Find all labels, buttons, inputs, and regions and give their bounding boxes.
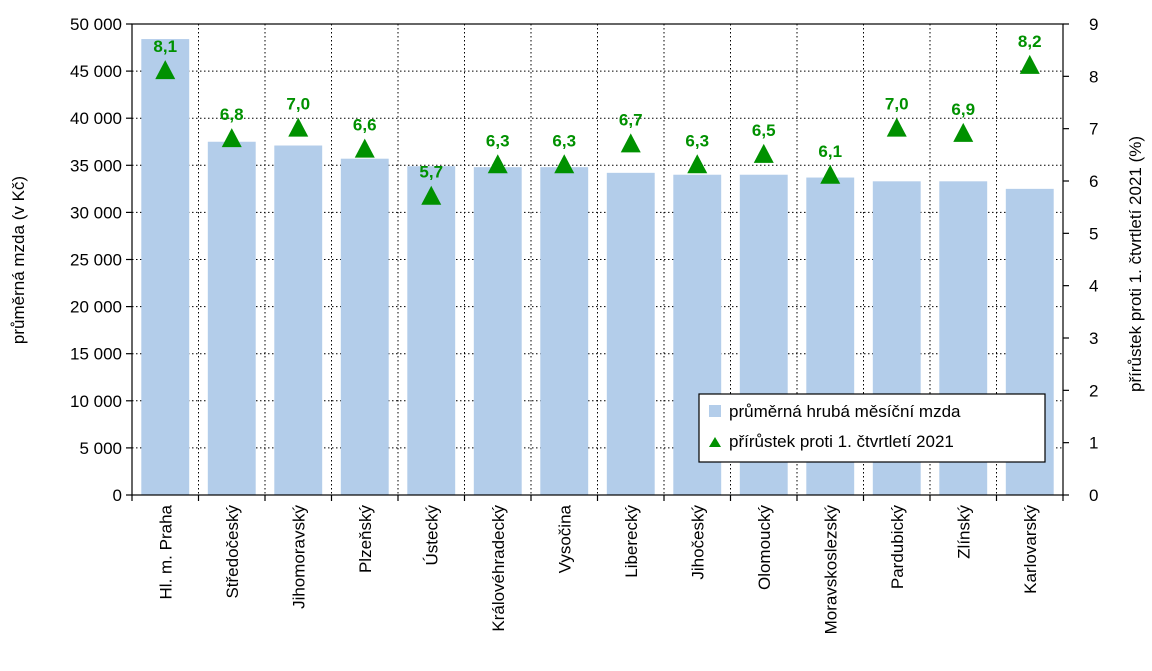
growth-data-label: 7,0 [885, 95, 909, 114]
growth-data-label: 6,3 [486, 131, 510, 150]
x-category-label: Vysočina [555, 504, 574, 573]
growth-data-label: 6,7 [619, 110, 643, 129]
x-category-label: Plzeňský [356, 505, 375, 574]
y-right-tick-label: 9 [1089, 15, 1098, 34]
y-left-tick-label: 45 000 [70, 62, 122, 81]
bar [207, 141, 256, 495]
y-right-tick-label: 1 [1089, 434, 1098, 453]
y-left-tick-label: 10 000 [70, 392, 122, 411]
growth-data-label: 5,7 [419, 163, 443, 182]
bar [340, 158, 389, 495]
growth-marker [886, 117, 907, 137]
y-left-tick-label: 15 000 [70, 345, 122, 364]
y-left-tick-label: 5 000 [79, 439, 122, 458]
y-left-tick-label: 30 000 [70, 203, 122, 222]
y-right-tick-label: 8 [1089, 67, 1098, 86]
y-right-tick-label: 4 [1089, 277, 1098, 296]
x-category-label: Liberecký [622, 505, 641, 578]
x-category-label: Zlínský [954, 505, 973, 559]
x-category-label: Středočeský [223, 505, 242, 599]
y-right-tick-label: 0 [1089, 486, 1098, 505]
y-left-tick-label: 0 [113, 486, 122, 505]
y-left-tick-label: 50 000 [70, 15, 122, 34]
data-labels-layer: 8,1 6,8 7,0 6,6 5,7 6,3 6,3 6,7 6,3 6,5 6,1 7,0 6,9 8… [153, 32, 1041, 182]
bar [606, 172, 655, 495]
legend-label-bar: průměrná hrubá měsíční mzda [729, 402, 961, 421]
y-axis-right-title: přírůstek proti 1. čtvrtletí 2021 (%) [1126, 136, 1145, 392]
growth-data-label: 6,8 [220, 105, 244, 124]
growth-marker [354, 138, 375, 158]
y-right-tick-label: 3 [1089, 329, 1098, 348]
bar [407, 166, 456, 495]
bar [274, 145, 323, 495]
y-right-tick-label: 7 [1089, 120, 1098, 139]
growth-marker [155, 60, 176, 80]
y-axis-left-title: průměrná mzda (v Kč) [9, 176, 28, 344]
x-category-label: Olomoucký [755, 505, 774, 591]
x-category-label: Ústecký [422, 505, 441, 566]
legend-box [698, 393, 1046, 463]
markers-layer [155, 54, 1040, 205]
bar [540, 167, 589, 495]
growth-data-label: 6,1 [818, 142, 842, 161]
y-left-tick-label: 35 000 [70, 156, 122, 175]
x-category-label: Jihomoravský [289, 505, 308, 609]
x-category-label: Královéhradecký [489, 505, 508, 632]
growth-data-label: 6,3 [685, 131, 709, 150]
bar [141, 39, 190, 496]
x-category-label: Moravskoslezský [821, 505, 840, 635]
growth-data-label: 8,1 [153, 37, 177, 56]
growth-marker [820, 164, 841, 184]
growth-marker [554, 154, 575, 174]
growth-data-label: 8,2 [1018, 32, 1042, 51]
y-left-tick-label: 25 000 [70, 251, 122, 270]
x-category-label: Pardubický [888, 505, 907, 590]
y-left-tick-label: 20 000 [70, 298, 122, 317]
growth-marker [1019, 54, 1040, 74]
legend-label-marker: přírůstek proti 1. čtvrtletí 2021 [729, 432, 954, 451]
bar [473, 167, 522, 495]
growth-marker [288, 117, 309, 137]
legend-triangle-swatch [709, 437, 721, 447]
y-right-axis: 0 1 2 3 4 5 6 7 8 9 [1063, 15, 1098, 505]
x-category-label: Karlovarský [1021, 505, 1040, 594]
legend: průměrná hrubá měsíční mzda přírůstek pr… [698, 393, 1046, 463]
growth-marker [421, 185, 442, 205]
x-axis: Hl. m. Praha Středočeský Jihomoravský Plzeň… [131, 495, 1064, 635]
growth-marker [687, 154, 708, 174]
y-left-tick-label: 40 000 [70, 109, 122, 128]
growth-data-label: 6,3 [552, 131, 576, 150]
growth-marker [953, 122, 974, 142]
y-right-tick-label: 2 [1089, 381, 1098, 400]
x-category-label: Jihočeský [688, 505, 707, 580]
legend-bar-swatch [709, 405, 721, 417]
growth-marker [620, 133, 641, 153]
growth-data-label: 6,9 [951, 100, 975, 119]
x-category-label: Hl. m. Praha [156, 504, 175, 599]
y-right-tick-label: 6 [1089, 172, 1098, 191]
growth-data-label: 7,0 [286, 95, 310, 114]
y-right-tick-label: 5 [1089, 224, 1098, 243]
growth-marker [753, 143, 774, 163]
growth-marker [221, 128, 242, 148]
growth-data-label: 6,6 [353, 116, 377, 135]
bars-layer [141, 39, 1054, 496]
growth-marker [487, 154, 508, 174]
growth-data-label: 6,5 [752, 121, 776, 140]
y-left-axis: 0 5 000 10 000 15 000 20 000 25 000 30 000 35 0… [70, 15, 132, 505]
